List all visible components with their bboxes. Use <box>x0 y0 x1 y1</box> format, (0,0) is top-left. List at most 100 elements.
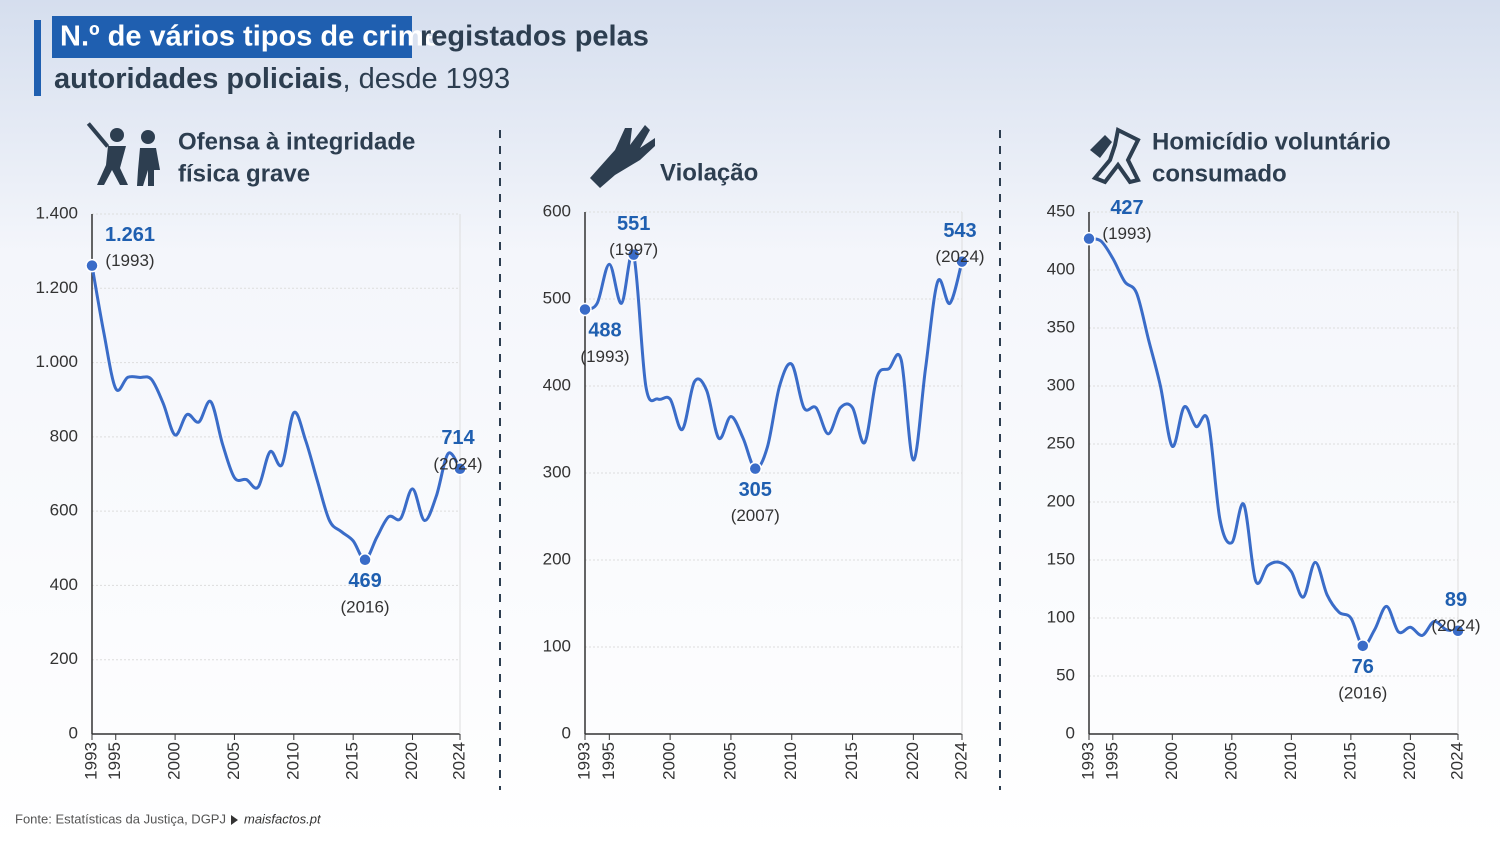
annotation-year: (2016) <box>1338 683 1387 702</box>
title: autoridades policiais, desde 1993 <box>54 63 510 95</box>
annotation-year: (2024) <box>433 454 482 473</box>
x-tick-label: 2010 <box>781 742 800 780</box>
x-tick-label: 2020 <box>402 742 421 780</box>
x-tick-label: 2015 <box>1340 742 1359 780</box>
line <box>584 251 964 471</box>
chart-title: Ofensa à integridade <box>178 128 415 155</box>
x-tick-label: 2020 <box>1400 742 1419 780</box>
y-tick-label: 200 <box>1047 491 1075 510</box>
source: Fonte: Estatísticas da Justiça, DGPJ <box>15 811 226 826</box>
x-tick-label: 2020 <box>903 742 922 780</box>
chart-title: Violação <box>660 159 758 186</box>
x-tick-label: 1995 <box>599 742 618 780</box>
x-tick-label: 1993 <box>81 742 100 780</box>
y-tick-label: 1.400 <box>35 203 78 222</box>
title-rest: , desde 1993 <box>342 63 510 95</box>
highlight-point <box>1451 624 1465 638</box>
highlight-point <box>955 254 969 269</box>
x-tick-label: 1993 <box>1078 742 1097 780</box>
x-tick-label: 2010 <box>283 742 302 780</box>
x-tick-label: 2005 <box>720 742 739 780</box>
annotation-value: 305 <box>739 479 772 501</box>
x-tick-label: 1993 <box>574 742 593 780</box>
x-tick-label: 2010 <box>1281 742 1300 780</box>
highlight-point <box>748 461 763 476</box>
x-tick-label: 2005 <box>1221 742 1240 780</box>
annotation-value: 1.261 <box>105 224 155 246</box>
y-tick-label: 400 <box>1047 259 1075 278</box>
icon-assault <box>86 122 160 186</box>
highlight-point <box>1082 231 1096 246</box>
y-tick-label: 400 <box>50 575 78 594</box>
title-bold: autoridades policiais <box>54 63 342 95</box>
chart-title: Homicídio voluntário <box>1152 128 1391 155</box>
highlight-point <box>85 258 99 273</box>
x-tick-label: 2024 <box>1447 742 1466 780</box>
annotation-value: 89 <box>1445 589 1467 611</box>
y-tick-label: 100 <box>1047 607 1075 626</box>
y-tick-label: 600 <box>50 501 78 520</box>
x-tick-label: 2000 <box>1162 742 1181 780</box>
x-tick-label: 2000 <box>165 742 184 780</box>
y-tick-label: 500 <box>543 288 571 307</box>
x-tick-label: 2015 <box>842 742 861 780</box>
line <box>1088 237 1459 648</box>
x-tick-label: 1995 <box>105 742 124 780</box>
annotation-value: 427 <box>1110 197 1143 219</box>
y-tick-label: 0 <box>1066 723 1075 742</box>
y-tick-label: 150 <box>1047 549 1075 568</box>
y-tick-label: 100 <box>543 636 571 655</box>
title: N.º de vários tipos de crime <box>60 21 440 53</box>
icon-hand <box>590 125 655 188</box>
y-tick-label: 50 <box>1056 665 1075 684</box>
y-tick-label: 0 <box>562 723 571 742</box>
annotation-year: (1993) <box>580 347 629 366</box>
icon-homicide <box>1090 127 1141 185</box>
y-tick-label: 800 <box>50 426 78 445</box>
x-tick-label: 2005 <box>224 742 243 780</box>
annotation-value: 76 <box>1352 656 1374 678</box>
y-tick-label: 400 <box>543 375 571 394</box>
y-tick-label: 450 <box>1047 201 1075 220</box>
annotation-year: (2007) <box>731 506 780 525</box>
highlight-point <box>626 247 641 262</box>
x-tick-label: 2000 <box>660 742 679 780</box>
y-tick-label: 300 <box>1047 375 1075 394</box>
chart-title: física grave <box>178 160 310 187</box>
y-tick-label: 1.000 <box>35 352 78 371</box>
source-site: maisfactos.pt <box>244 811 322 826</box>
x-tick-label: 1995 <box>1102 742 1121 780</box>
x-tick-label: 2024 <box>951 742 970 780</box>
y-tick-label: 300 <box>543 462 571 481</box>
annotation-year: (2024) <box>935 247 984 266</box>
y-tick-label: 350 <box>1047 317 1075 336</box>
highlight-point <box>578 302 592 317</box>
annotation-year: (2024) <box>1431 616 1480 635</box>
title: registados pelas <box>420 21 649 53</box>
accent-bar <box>34 20 41 96</box>
x-tick-label: 2024 <box>449 742 468 780</box>
source-arrow <box>230 815 238 825</box>
annotation-value: 714 <box>441 427 475 449</box>
y-tick-label: 200 <box>543 549 571 568</box>
x-tick-label: 2015 <box>343 742 362 780</box>
highlight-point <box>358 553 372 567</box>
title-highlight-box <box>52 16 412 58</box>
line <box>90 265 462 562</box>
y-tick-label: 1.200 <box>35 278 78 297</box>
highlight-point <box>453 462 467 476</box>
annotation-year: (1993) <box>1102 224 1151 243</box>
highlight-point <box>1356 639 1370 653</box>
annotation-value: 488 <box>588 320 621 342</box>
y-tick-label: 600 <box>543 201 571 220</box>
annotation-value: 543 <box>943 220 976 242</box>
chart-title: consumado <box>1152 160 1287 187</box>
annotation-year: (1997) <box>609 240 658 259</box>
annotation-value: 469 <box>348 570 381 592</box>
annotation-year: (1993) <box>105 251 154 270</box>
y-tick-label: 200 <box>50 649 78 668</box>
y-tick-label: 250 <box>1047 433 1075 452</box>
y-tick-label: 0 <box>69 723 78 742</box>
